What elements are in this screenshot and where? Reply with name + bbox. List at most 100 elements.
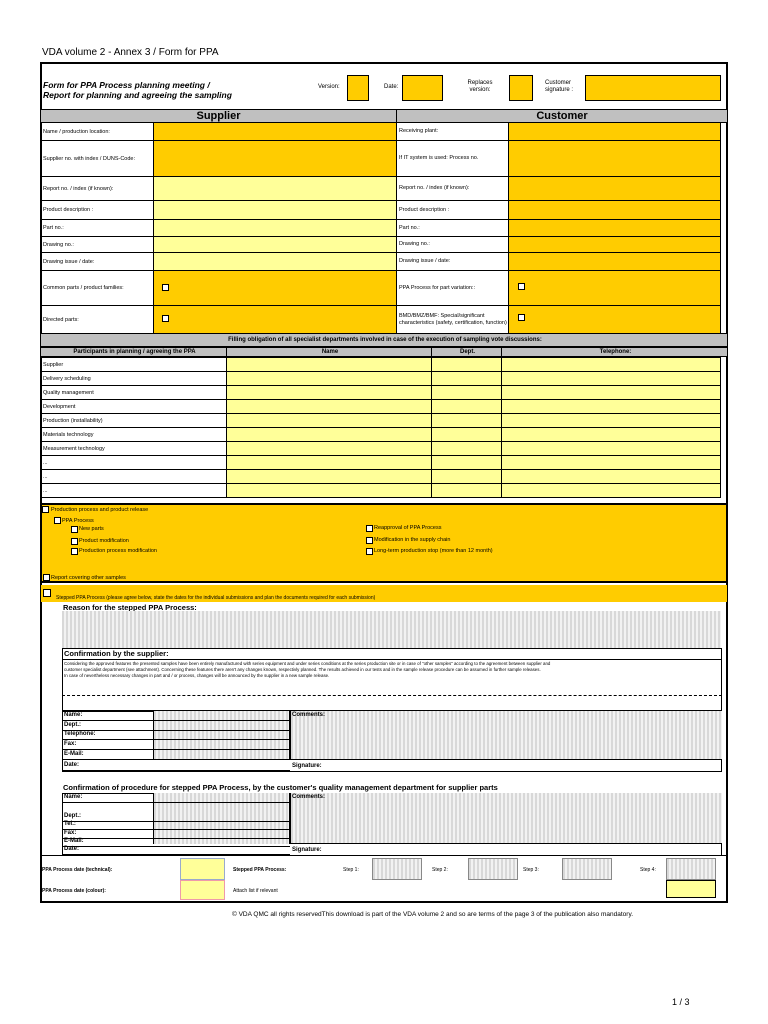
divider [62, 802, 290, 803]
customer-field-input[interactable] [508, 270, 721, 306]
divider [62, 720, 290, 721]
participant-dept-field[interactable] [431, 413, 502, 428]
confirmation-comments-field[interactable] [290, 711, 722, 760]
participant-dept-field[interactable] [431, 483, 502, 498]
participant-name-field[interactable] [226, 413, 432, 428]
participant-row-label: Development [40, 399, 227, 414]
participant-dept-field[interactable] [431, 469, 502, 484]
participant-dept-field[interactable] [431, 399, 502, 414]
supplier-field-input[interactable] [153, 122, 397, 141]
customer-field-input[interactable] [508, 236, 721, 253]
participant-telephone-field[interactable] [501, 357, 721, 372]
divider [62, 730, 290, 731]
procedure-label-row: Tel.: [64, 821, 76, 827]
replaces-version-label: Replaces version: [467, 80, 493, 94]
customer-field-input[interactable] [508, 252, 721, 271]
supplier-checkbox[interactable] [162, 283, 169, 291]
participant-dept-field[interactable] [431, 371, 502, 386]
attach-field[interactable] [666, 880, 716, 898]
participant-telephone-field[interactable] [501, 483, 721, 498]
supplier-field-input[interactable] [153, 252, 397, 271]
customer-field-input[interactable] [508, 176, 721, 201]
participant-telephone-field[interactable] [501, 385, 721, 400]
new-parts-checkbox[interactable] [71, 526, 78, 533]
customer-signature-field[interactable] [585, 75, 721, 101]
supplier-field-input[interactable] [153, 236, 397, 253]
reapproval-checkbox[interactable] [366, 525, 373, 532]
participant-dept-field[interactable] [431, 441, 502, 456]
version-field[interactable] [347, 75, 369, 101]
confirmation-label-row: Telephone: [64, 731, 96, 737]
customer-field-input[interactable] [508, 200, 721, 220]
participant-row-label: Supplier [40, 357, 227, 372]
name-header: Name [226, 347, 432, 357]
supplier-field-label: Product description : [40, 200, 154, 220]
participant-row-label: ... [40, 455, 227, 470]
supplier-checkbox[interactable] [162, 315, 169, 322]
participant-dept-field[interactable] [431, 385, 502, 400]
participant-name-field[interactable] [226, 385, 432, 400]
divider [62, 838, 290, 839]
other-samples-checkbox[interactable] [43, 574, 50, 581]
participant-name-field[interactable] [226, 441, 432, 456]
production-stop-checkbox[interactable] [366, 548, 373, 555]
participant-name-field[interactable] [226, 455, 432, 470]
customer-field-input[interactable] [508, 122, 721, 141]
supplier-field-input[interactable] [153, 140, 397, 177]
participant-name-field[interactable] [226, 427, 432, 442]
reason-label: Reason for the stepped PPA Process: [63, 603, 197, 612]
other-samples-label: Report covering other samples [51, 575, 126, 581]
confirmation-text-3: In case of nevertheless necessary change… [64, 673, 330, 678]
customer-checkbox[interactable] [518, 314, 525, 321]
participant-name-field[interactable] [226, 371, 432, 386]
supplier-field-input[interactable] [153, 176, 397, 201]
new-parts-label: New parts [79, 526, 104, 532]
participant-telephone-field[interactable] [501, 399, 721, 414]
participant-name-field[interactable] [226, 483, 432, 498]
step-2-field[interactable] [468, 858, 518, 880]
participant-telephone-field[interactable] [501, 469, 721, 484]
participant-name-field[interactable] [226, 399, 432, 414]
participant-telephone-field[interactable] [501, 371, 721, 386]
colour-date-field[interactable] [180, 880, 225, 900]
customer-field-input[interactable] [508, 140, 721, 177]
customer-checkbox[interactable] [518, 282, 525, 290]
form-frame [40, 62, 728, 903]
supplier-field-input[interactable] [153, 305, 397, 334]
customer-field-input[interactable] [508, 305, 721, 334]
supplier-field-input[interactable] [153, 200, 397, 220]
participant-telephone-field[interactable] [501, 427, 721, 442]
divider [62, 846, 290, 847]
participant-name-field[interactable] [226, 357, 432, 372]
participant-telephone-field[interactable] [501, 441, 721, 456]
participant-telephone-field[interactable] [501, 455, 721, 470]
divider [62, 854, 290, 855]
tech-date-field[interactable] [180, 858, 225, 880]
supply-chain-checkbox[interactable] [366, 537, 373, 544]
product-mod-checkbox[interactable] [71, 538, 78, 545]
participant-name-field[interactable] [226, 469, 432, 484]
participant-dept-field[interactable] [431, 427, 502, 442]
divider [62, 749, 290, 750]
stepped-checkbox[interactable] [43, 589, 51, 597]
process-mod-checkbox[interactable] [71, 548, 78, 555]
ppa-process-checkbox[interactable] [54, 517, 61, 524]
customer-field-input[interactable] [508, 219, 721, 237]
step-4-field[interactable] [666, 858, 716, 880]
participant-dept-field[interactable] [431, 455, 502, 470]
release-checkbox[interactable] [42, 506, 49, 513]
replaces-version-field[interactable] [509, 75, 533, 101]
participant-dept-field[interactable] [431, 357, 502, 372]
step-3-field[interactable] [562, 858, 612, 880]
dashed-divider [62, 695, 722, 696]
customer-field-label: Drawing issue / date: [396, 252, 509, 271]
participant-telephone-field[interactable] [501, 413, 721, 428]
date-field[interactable] [402, 75, 443, 101]
procedure-comments-field[interactable] [290, 793, 722, 844]
supplier-field-input[interactable] [153, 219, 397, 237]
reason-field[interactable] [62, 611, 721, 648]
step-1-field[interactable] [372, 858, 422, 880]
supplier-field-input[interactable] [153, 270, 397, 306]
confirmation-label-row: Dept.: [64, 722, 81, 728]
supplier-field-label: Drawing issue / date: [40, 252, 154, 271]
